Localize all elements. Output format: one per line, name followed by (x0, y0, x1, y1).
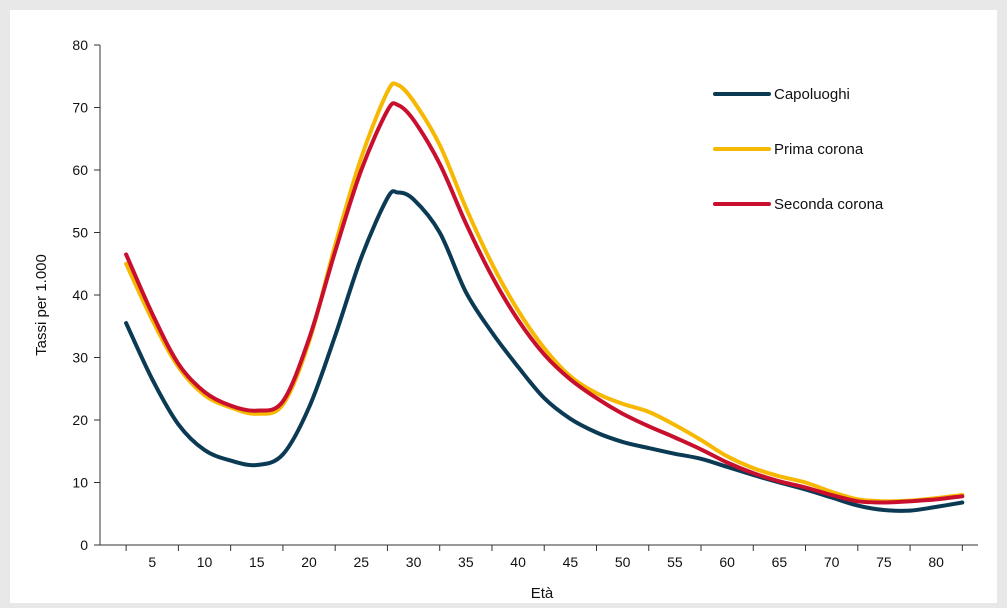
x-axis-title: Età (531, 585, 554, 602)
x-tick-label: 25 (354, 554, 370, 570)
chart-frame: 0 10 20 30 40 50 60 70 80 5 10 15 20 25 30 35 40 45 50 55 60… (10, 10, 997, 603)
y-tick-label: 40 (72, 287, 88, 303)
y-tick-label: 60 (72, 162, 88, 178)
x-tick-label: 20 (301, 554, 317, 570)
x-tick-label: 70 (824, 554, 840, 570)
x-tick-label: 30 (406, 554, 422, 570)
y-tick-label: 30 (72, 350, 88, 366)
y-tick-label: 80 (72, 37, 88, 53)
x-tick-label: 5 (148, 554, 156, 570)
y-tick-label: 20 (72, 412, 88, 428)
line-chart: 0 10 20 30 40 50 60 70 80 5 10 15 20 25 30 35 40 45 50 55 60… (33, 37, 978, 602)
legend-label: Seconda corona (774, 196, 884, 213)
y-axis-title: Tassi per 1.000 (33, 254, 50, 356)
y-tick-label: 50 (72, 225, 88, 241)
y-tick-label: 70 (72, 100, 88, 116)
x-tick-label: 55 (667, 554, 683, 570)
series-line-prima-corona (124, 81, 965, 504)
x-tick-label: 65 (772, 554, 788, 570)
x-tick-label: 75 (876, 554, 892, 570)
legend: Capoluoghi Prima corona Seconda corona (713, 86, 884, 213)
x-tick-label: 15 (249, 554, 265, 570)
y-tick-label: 10 (72, 475, 88, 491)
y-tick-label: 0 (80, 537, 88, 553)
legend-label: Prima corona (774, 141, 864, 158)
x-tick-label: 60 (719, 554, 735, 570)
x-tick-label: 35 (458, 554, 474, 570)
series-line-seconda-corona (124, 101, 965, 505)
x-tick-label: 40 (510, 554, 526, 570)
axes: 0 10 20 30 40 50 60 70 80 5 10 15 20 25 30 35 40 45 50 55 60… (72, 37, 978, 570)
x-tick-label: 80 (928, 554, 944, 570)
series-layer (124, 81, 965, 513)
x-tick-label: 50 (615, 554, 631, 570)
x-tick-label: 10 (197, 554, 213, 570)
legend-label: Capoluoghi (774, 86, 850, 103)
x-tick-label: 45 (563, 554, 579, 570)
